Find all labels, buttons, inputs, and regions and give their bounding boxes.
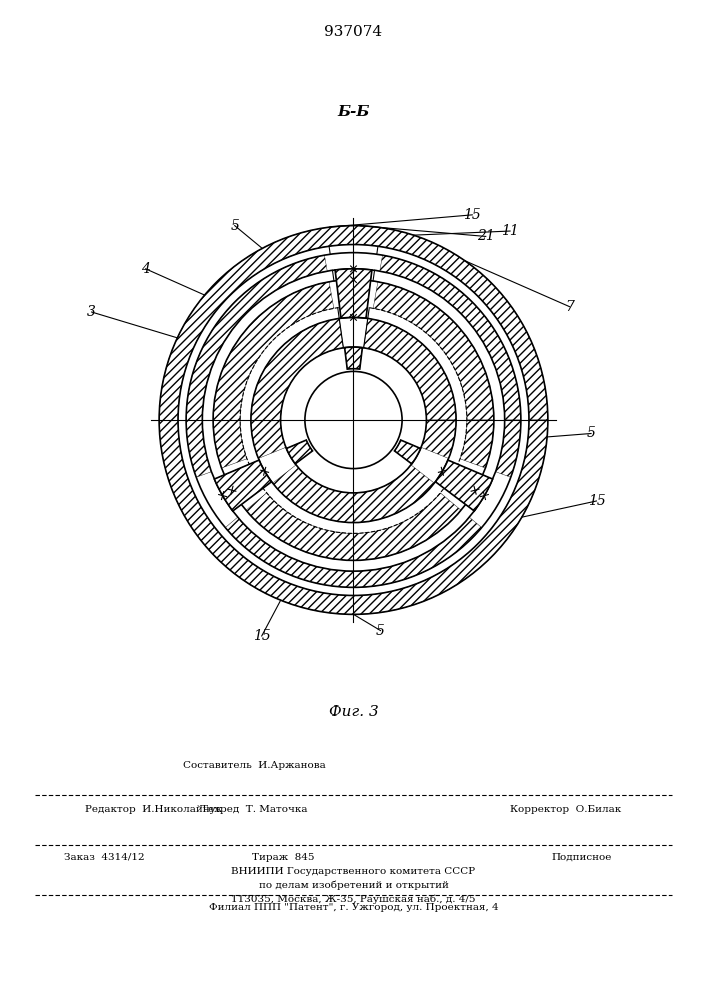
- Polygon shape: [159, 226, 548, 614]
- Text: 937074: 937074: [325, 25, 382, 39]
- Polygon shape: [186, 255, 327, 477]
- Polygon shape: [421, 420, 456, 458]
- Polygon shape: [395, 440, 421, 464]
- Text: 5: 5: [230, 219, 239, 233]
- Text: Филиал ППП "Патент", г. Ужгород, ул. Проектная, 4: Филиал ППП "Патент", г. Ужгород, ул. Про…: [209, 903, 498, 912]
- Polygon shape: [273, 465, 434, 523]
- Text: 15: 15: [588, 494, 605, 508]
- Polygon shape: [363, 318, 456, 420]
- Text: 21: 21: [477, 229, 495, 243]
- Text: 15: 15: [253, 629, 271, 643]
- Text: 15: 15: [463, 208, 481, 222]
- Polygon shape: [213, 282, 334, 468]
- Text: 113035, Москва, Ж-35, Раушская наб., д. 4/5: 113035, Москва, Ж-35, Раушская наб., д. …: [231, 895, 476, 904]
- Polygon shape: [436, 460, 493, 511]
- Text: Б-Б: Б-Б: [337, 105, 370, 119]
- Text: Редактор  И.Николайчук: Редактор И.Николайчук: [85, 805, 222, 814]
- Text: 4: 4: [141, 262, 150, 276]
- Polygon shape: [286, 440, 312, 464]
- Text: 5: 5: [587, 426, 595, 440]
- Text: Составитель  И.Аржанова: Составитель И.Аржанова: [183, 761, 326, 770]
- Text: Техред  Т. Маточка: Техред Т. Маточка: [201, 805, 308, 814]
- Polygon shape: [496, 420, 521, 477]
- Text: ВНИИПИ Государственного комитета СССР: ВНИИПИ Государственного комитета СССР: [231, 867, 476, 876]
- Text: Тираж  845: Тираж 845: [252, 853, 314, 862]
- Polygon shape: [344, 347, 363, 369]
- Text: Заказ  4314/12: Заказ 4314/12: [64, 853, 144, 862]
- Text: по делам изобретений и открытий: по делам изобретений и открытий: [259, 881, 448, 890]
- Polygon shape: [373, 282, 494, 420]
- Polygon shape: [335, 269, 372, 318]
- Text: 5: 5: [376, 624, 385, 638]
- Text: Подписное: Подписное: [551, 853, 612, 862]
- Text: Фиг. 3: Фиг. 3: [329, 705, 378, 719]
- Circle shape: [305, 371, 402, 469]
- Polygon shape: [214, 460, 271, 511]
- Polygon shape: [246, 493, 461, 560]
- Polygon shape: [380, 255, 521, 420]
- Polygon shape: [251, 318, 344, 458]
- Polygon shape: [460, 420, 494, 468]
- Text: 11: 11: [501, 224, 519, 238]
- Text: 3: 3: [87, 305, 96, 319]
- Text: Корректор  О.Билак: Корректор О.Билак: [510, 805, 621, 814]
- Polygon shape: [226, 517, 481, 587]
- Text: 7: 7: [565, 300, 574, 314]
